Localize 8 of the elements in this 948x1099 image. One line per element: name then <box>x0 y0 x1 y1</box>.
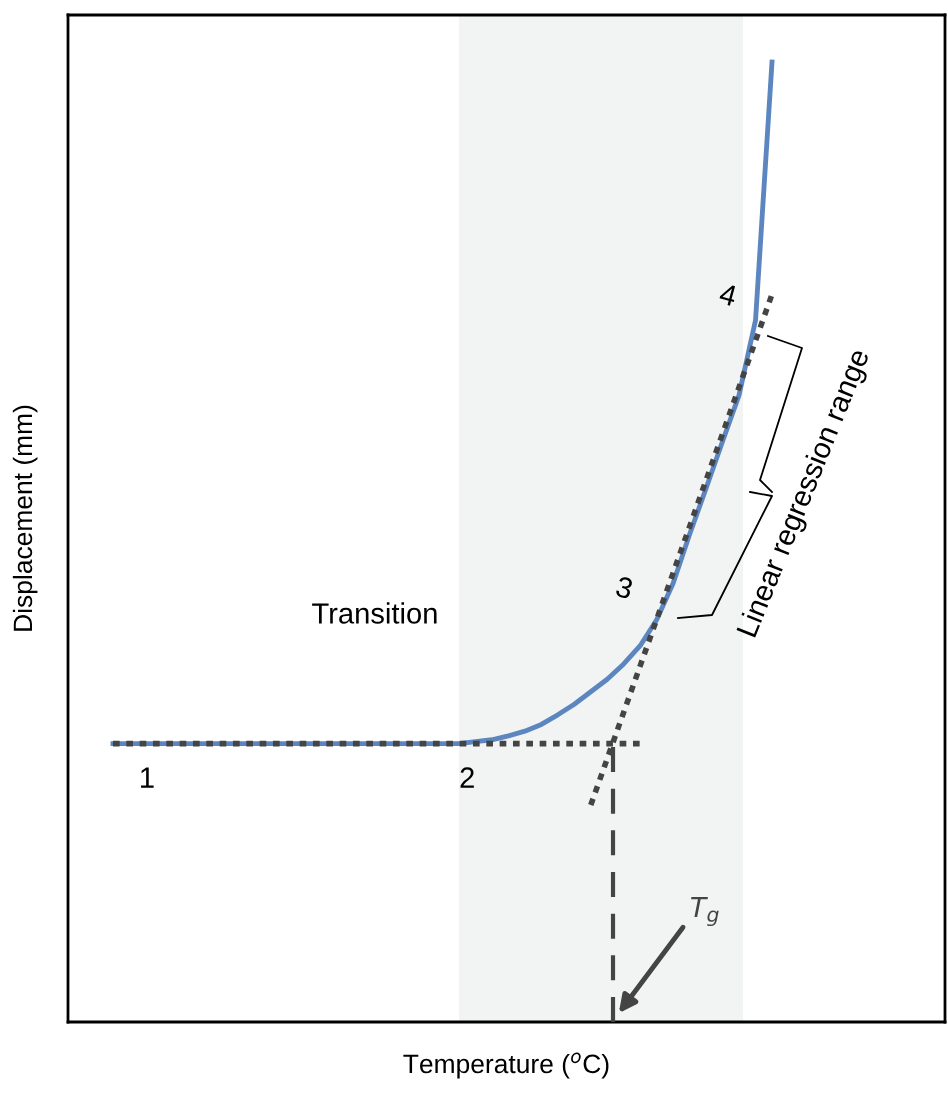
annotation: T$_{g}$ <box>691 897 719 927</box>
x-axis-title: Temperature ($^{o}$C) <box>403 1052 609 1079</box>
annotation: 3 <box>614 575 634 600</box>
annotation: 4 <box>718 283 738 307</box>
annotation: 2 <box>460 767 474 788</box>
y-axis-title: Displacement (mm) <box>12 405 38 631</box>
annotation: 1 <box>141 767 154 788</box>
annotation: Transition <box>312 602 437 624</box>
